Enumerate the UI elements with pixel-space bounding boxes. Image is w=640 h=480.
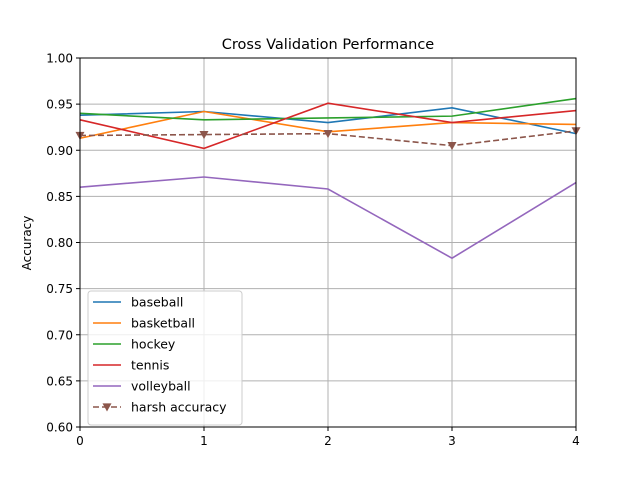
legend-label-basketball: basketball [131,316,195,331]
series-line-baseball [79,107,577,135]
legend-label-hockey: hockey [131,337,176,352]
y-tick-label: 0.65 [46,374,73,388]
x-tick-label: 4 [572,434,580,448]
series-layer [75,97,581,260]
data-point-harsh-accuracy [199,130,209,140]
y-tick-label: 1.00 [46,52,73,66]
legend-box [87,290,243,426]
legend-label-tennis: tennis [131,358,169,373]
x-tick-label: 0 [76,434,84,448]
y-tick-label: 0.70 [46,328,73,342]
y-tick-label: 0.75 [46,282,73,296]
axis-ticks: 0 1 2 3 4 0.60 0.65 0.70 0.75 0.80 0.85 0.90 0.95 1.0… [46,52,580,449]
legend-marker-harsh-accuracy [102,403,112,412]
x-tick-label: 2 [324,434,332,448]
series-line-hockey [79,97,577,121]
y-tick-label: 0.60 [46,421,73,435]
legend-label-volleyball: volleyball [131,379,191,394]
series-line-volleyball [79,176,577,260]
series-line-tennis [79,102,577,150]
legend-label-harsh-accuracy: harsh accuracy [131,400,227,415]
chart-title: Cross Validation Performance [222,37,435,53]
y-tick-label: 0.95 [46,98,73,112]
legend: baseball basketball hockey tennis volleyball… [87,290,243,426]
y-tick-label: 0.90 [46,144,73,158]
y-tick-label: 0.80 [46,236,73,250]
legend-label-baseball: baseball [131,295,183,310]
y-tick-label: 0.85 [46,190,73,204]
x-tick-label: 1 [200,434,208,448]
x-tick-label: 3 [448,434,456,448]
data-point-harsh-accuracy [323,130,333,139]
y-axis-label: Accuracy [20,216,34,271]
data-point-harsh-accuracy [447,142,457,151]
